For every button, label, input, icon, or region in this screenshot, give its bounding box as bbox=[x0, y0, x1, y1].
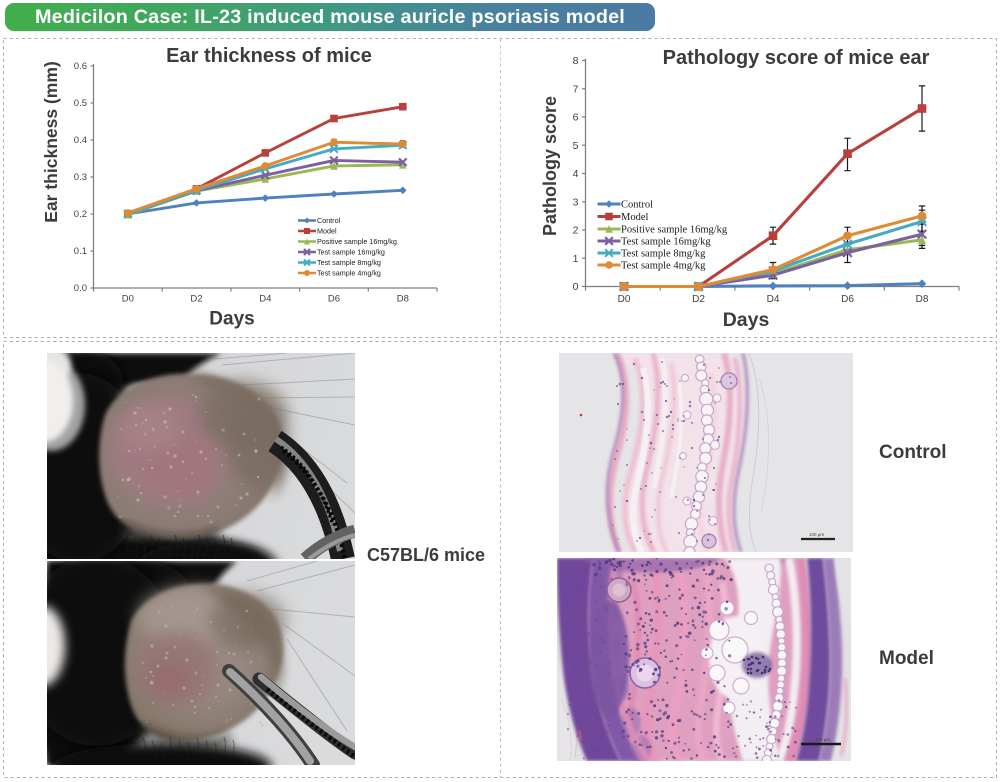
svg-text:D2: D2 bbox=[692, 294, 705, 305]
svg-text:5: 5 bbox=[573, 140, 579, 152]
svg-text:Days: Days bbox=[209, 309, 254, 330]
svg-text:D8: D8 bbox=[916, 294, 929, 305]
svg-text:0.6: 0.6 bbox=[74, 61, 87, 72]
svg-text:D6: D6 bbox=[841, 294, 854, 305]
svg-text:Test sample 8mg/kg: Test sample 8mg/kg bbox=[317, 258, 381, 267]
svg-text:0: 0 bbox=[573, 281, 579, 293]
svg-text:8: 8 bbox=[573, 55, 579, 67]
svg-text:Ear thickness (mm): Ear thickness (mm) bbox=[41, 61, 61, 222]
svg-text:Positive sample 16mg/kg: Positive sample 16mg/kg bbox=[621, 224, 728, 235]
svg-text:D0: D0 bbox=[618, 294, 631, 305]
svg-text:Control: Control bbox=[317, 216, 341, 225]
svg-text:Model: Model bbox=[621, 212, 648, 223]
svg-text:1: 1 bbox=[573, 253, 579, 265]
svg-text:D8: D8 bbox=[397, 294, 409, 305]
svg-text:7: 7 bbox=[573, 83, 579, 95]
svg-text:Test sample 16mg/kg: Test sample 16mg/kg bbox=[317, 248, 385, 257]
svg-text:Positive sample 16mg/kg: Positive sample 16mg/kg bbox=[317, 237, 397, 246]
svg-text:6: 6 bbox=[573, 112, 579, 124]
svg-text:0.5: 0.5 bbox=[74, 98, 87, 109]
svg-text:Test sample 16mg/kg: Test sample 16mg/kg bbox=[621, 236, 711, 247]
svg-text:Test sample 4mg/kg: Test sample 4mg/kg bbox=[317, 269, 381, 278]
svg-text:Days: Days bbox=[723, 309, 770, 331]
svg-text:Pathology score: Pathology score bbox=[540, 96, 560, 236]
svg-text:D4: D4 bbox=[259, 294, 271, 305]
svg-text:0.4: 0.4 bbox=[74, 135, 87, 146]
svg-text:D2: D2 bbox=[190, 294, 202, 305]
svg-text:D6: D6 bbox=[328, 294, 340, 305]
svg-text:Ear thickness of mice: Ear thickness of mice bbox=[166, 45, 372, 67]
svg-text:4: 4 bbox=[573, 168, 579, 180]
svg-text:D0: D0 bbox=[122, 294, 134, 305]
svg-text:100 µm: 100 µm bbox=[815, 737, 830, 742]
svg-text:Control: Control bbox=[621, 199, 653, 210]
svg-text:0.3: 0.3 bbox=[74, 172, 87, 183]
svg-text:Model: Model bbox=[317, 227, 337, 236]
svg-text:0.2: 0.2 bbox=[74, 209, 87, 220]
svg-text:Pathology score of mice ear: Pathology score of mice ear bbox=[663, 47, 930, 69]
svg-text:0.1: 0.1 bbox=[74, 246, 87, 257]
svg-text:Test sample 4mg/kg: Test sample 4mg/kg bbox=[621, 260, 706, 271]
svg-text:Test sample 8mg/kg: Test sample 8mg/kg bbox=[621, 248, 706, 259]
svg-text:D4: D4 bbox=[767, 294, 780, 305]
svg-text:3: 3 bbox=[573, 196, 579, 208]
svg-text:100 µm: 100 µm bbox=[809, 532, 824, 537]
svg-text:2: 2 bbox=[573, 225, 579, 237]
svg-text:0.0: 0.0 bbox=[74, 283, 87, 294]
